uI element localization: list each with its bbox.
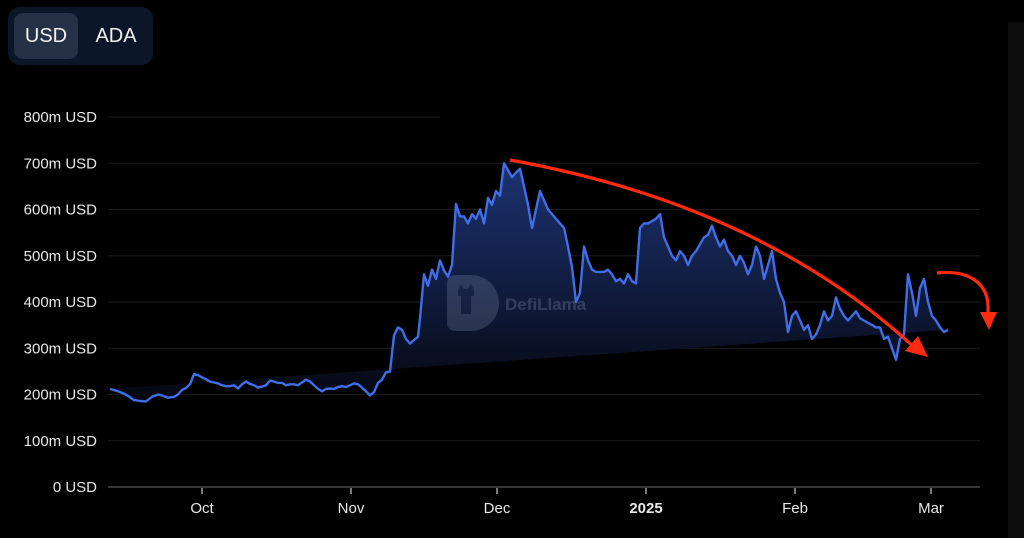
y-tick-label: 100m USD xyxy=(24,433,98,450)
hook-arrow xyxy=(936,270,990,313)
y-tick-label: 700m USD xyxy=(24,155,98,172)
annotation-arrows xyxy=(509,158,997,357)
x-tick-label: Nov xyxy=(338,500,365,517)
y-axis-labels: 0 USD 100m USD 200m USD 300m USD 400m USD 500… xyxy=(24,109,98,496)
arrowhead-icon xyxy=(980,312,997,330)
y-tick-label: 800m USD xyxy=(24,109,98,126)
arrowhead-icon xyxy=(905,336,928,357)
trend-arrow xyxy=(509,158,917,350)
data-line xyxy=(109,162,949,403)
toggle-usd[interactable]: USD xyxy=(14,13,78,59)
watermark-text: DefiLlama xyxy=(505,295,587,314)
x-tick-label: Dec xyxy=(484,500,511,517)
watermark: DefiLlama xyxy=(447,275,587,331)
y-tick-label: 300m USD xyxy=(24,340,98,357)
y-tick-label: 0 USD xyxy=(53,479,97,496)
y-tick-label: 600m USD xyxy=(24,202,98,219)
currency-toggle: USD ADA xyxy=(8,7,153,65)
llama-icon xyxy=(458,284,474,314)
toggle-ada[interactable]: ADA xyxy=(95,25,137,47)
x-tick-label: Feb xyxy=(782,500,808,517)
y-tick-label: 500m USD xyxy=(24,248,98,265)
side-panel-edge xyxy=(1008,22,1024,538)
x-axis-labels: Oct Nov Dec 2025 Feb Mar xyxy=(190,488,944,517)
x-tick-label: 2025 xyxy=(629,500,662,517)
x-tick-label: Mar xyxy=(918,500,944,517)
y-tick-label: 200m USD xyxy=(24,387,98,404)
area-fill xyxy=(110,163,948,402)
x-tick-label: Oct xyxy=(190,500,214,517)
y-tick-label: 400m USD xyxy=(24,294,98,311)
